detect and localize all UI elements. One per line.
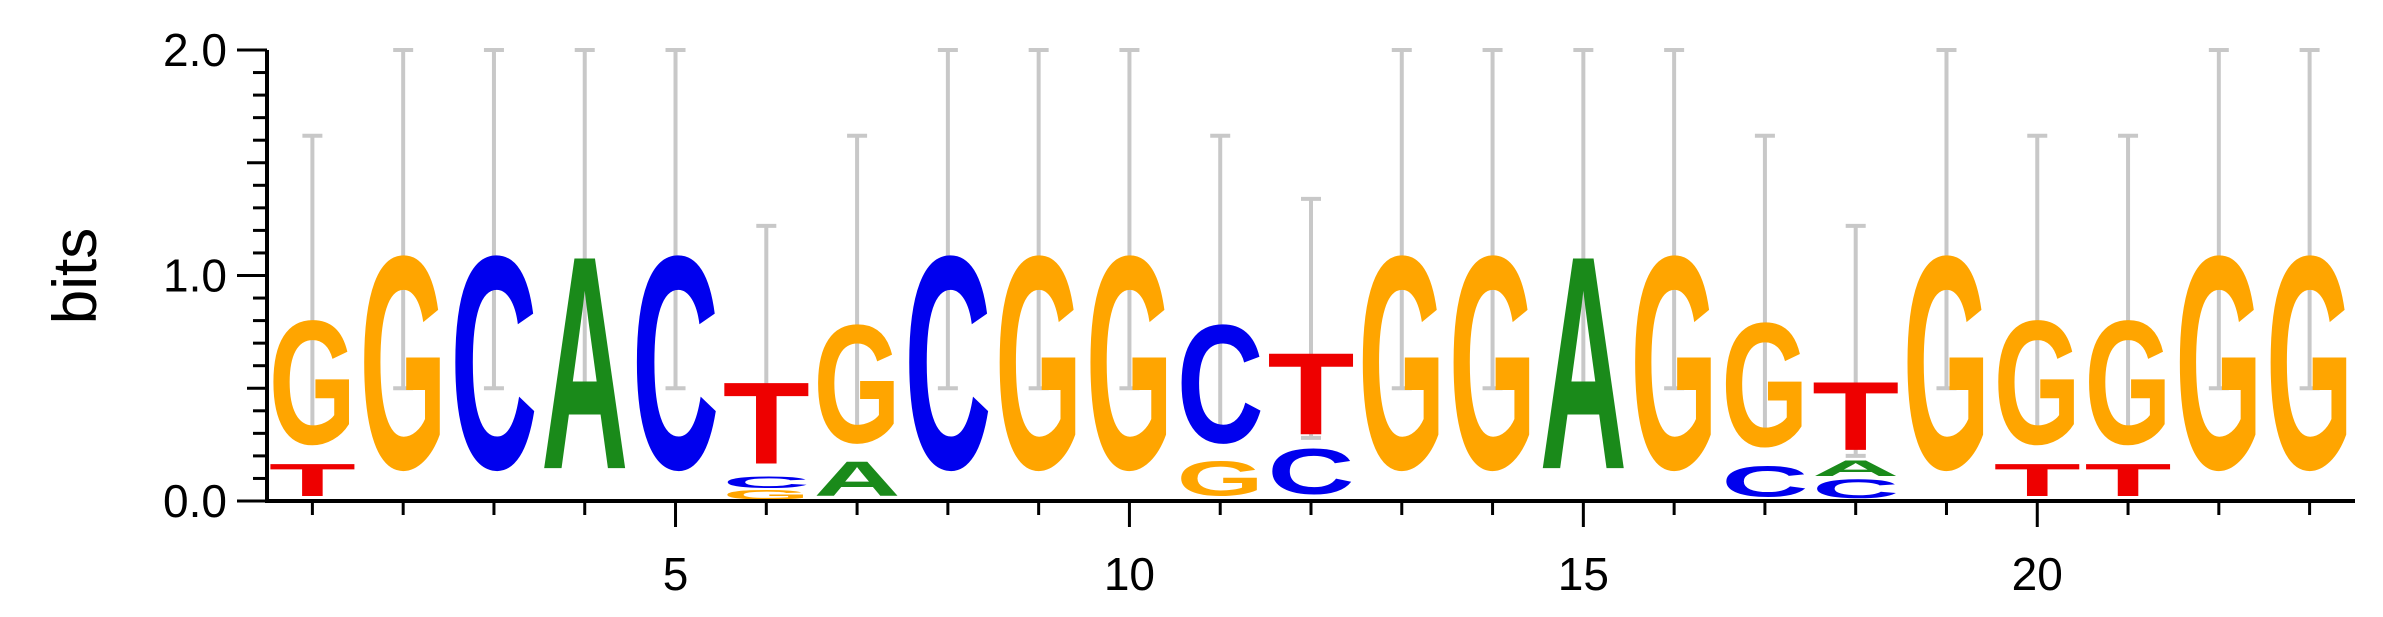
letter-A-pos-4: A [541, 193, 628, 534]
x-ticks: 5 10 15 20 [310, 501, 2312, 600]
letter-G-pos-16: G [1631, 192, 1718, 533]
letter-T-pos-12: T [1267, 328, 1354, 459]
error-bar [1301, 196, 1321, 440]
error-bar [1664, 48, 1685, 391]
letter-T-pos-1: T [269, 455, 356, 506]
letter-G-pos-23: G [2266, 192, 2353, 533]
letter-G-pos-14: G [1449, 192, 1536, 533]
x-tick-label: 15 [1558, 548, 1609, 600]
letter-A-pos-18: A [1812, 457, 1899, 481]
letter-C-pos-12: C [1267, 435, 1354, 508]
x-tick-label: 5 [663, 548, 689, 600]
y-axis-label: bits [41, 228, 110, 324]
error-bar [1210, 133, 1231, 440]
error-bars [302, 48, 2320, 458]
error-bar [2118, 133, 2139, 440]
error-bar [302, 133, 323, 440]
error-bar [1028, 48, 1049, 391]
x-tick-label: 10 [1104, 548, 1155, 600]
letter-G-pos-2: G [360, 192, 447, 533]
letter-C-pos-5: C [632, 193, 719, 534]
letter-G-pos-13: G [1358, 192, 1445, 533]
letter-T-pos-6: T [723, 358, 810, 489]
letter-G-pos-7: G [814, 290, 901, 478]
letter-G-pos-20: G [1994, 285, 2081, 482]
letter-T-pos-20: T [1994, 455, 2081, 506]
error-bar [937, 48, 958, 391]
letter-C-pos-3: C [450, 193, 537, 534]
letter-G-pos-10: G [1086, 192, 1173, 533]
letter-A-pos-7: A [814, 452, 901, 507]
error-bar [847, 133, 868, 440]
y-tick-label: 2.0 [163, 24, 227, 76]
error-bar [1754, 133, 1775, 440]
y-ticks: 0.0 1.0 2.0 [163, 24, 267, 527]
letter-G-pos-19: G [1903, 192, 1990, 533]
y-tick-label: 1.0 [163, 250, 227, 302]
error-bar [393, 48, 414, 391]
error-bar [2208, 48, 2229, 391]
error-bar [1391, 48, 1412, 391]
error-bar [1845, 223, 1866, 458]
letter-C-pos-17: C [1721, 457, 1808, 505]
letter-T-pos-18: T [1812, 361, 1899, 471]
letter-G-pos-6: G [723, 487, 810, 502]
error-bar [1573, 48, 1594, 391]
error-bar [1936, 48, 1957, 391]
letter-G-pos-17: G [1721, 287, 1808, 484]
error-bar [665, 48, 686, 391]
letter-C-pos-11: C [1177, 290, 1264, 479]
letter-G-pos-9: G [995, 192, 1082, 533]
error-bar [1482, 48, 1503, 391]
letter-G-pos-11: G [1177, 452, 1264, 506]
letter-C-pos-6: C [723, 473, 810, 491]
letter-G-pos-1: G [269, 285, 356, 482]
error-bar [2027, 133, 2048, 440]
error-bar [574, 48, 595, 391]
letter-G-pos-22: G [2175, 192, 2262, 533]
letter-C-pos-18: C [1812, 473, 1899, 503]
letter-C-pos-8: C [904, 193, 991, 534]
letter-A-pos-15: A [1540, 193, 1627, 534]
letter-T-pos-21: T [2084, 455, 2171, 506]
error-bar [483, 48, 504, 391]
error-bar [2299, 48, 2320, 391]
x-tick-label: 20 [2012, 548, 2063, 600]
y-tick-label: 0.0 [163, 475, 227, 527]
error-bar [756, 223, 777, 458]
letter-G-pos-21: G [2084, 285, 2171, 482]
error-bar [1119, 48, 1140, 391]
